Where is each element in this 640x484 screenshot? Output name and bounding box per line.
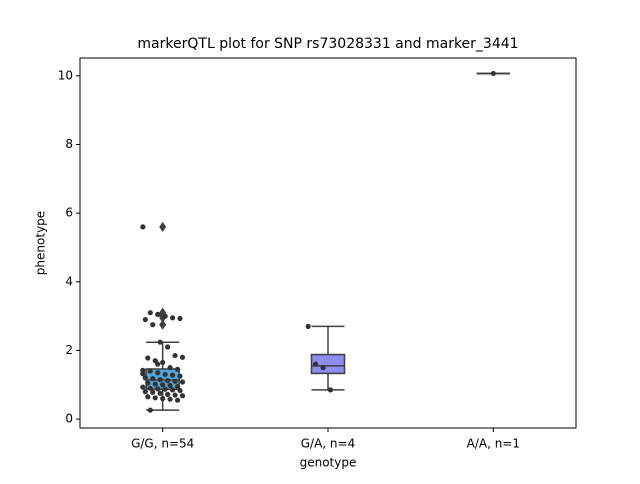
strip-point: [172, 378, 178, 384]
y-tick-label: 6: [65, 206, 73, 220]
chart-title: markerQTL plot for SNP rs73028331 and ma…: [137, 36, 518, 52]
strip-point: [179, 379, 186, 385]
strip-point: [177, 387, 183, 394]
strip-point: [167, 364, 173, 371]
y-tick-label: 2: [65, 343, 73, 357]
y-tick-label: 8: [65, 137, 73, 151]
strip-point: [172, 392, 178, 398]
strip-point: [157, 377, 163, 383]
x-tick-label: A/A, n=1: [467, 437, 520, 451]
strip-point: [313, 361, 319, 367]
strip-point: [145, 394, 151, 400]
strip-point: [327, 387, 334, 393]
strip-point: [169, 387, 176, 393]
strip-point: [145, 355, 151, 361]
strip-point: [142, 375, 148, 381]
strip-point: [150, 375, 156, 382]
box: [310, 353, 346, 375]
strip-point: [320, 364, 326, 371]
strip-point: [157, 339, 163, 345]
strip-point: [147, 368, 153, 374]
strip-point: [160, 359, 166, 366]
strip-point: [140, 224, 146, 230]
x-tick-label: G/A, n=4: [301, 437, 355, 451]
strip-point: [174, 366, 181, 372]
strip-point: [162, 371, 168, 378]
strip-point: [162, 313, 168, 319]
strip-point: [160, 382, 166, 388]
strip-point: [155, 311, 161, 317]
y-tick-label: 0: [65, 412, 73, 426]
y-tick-label: 10: [58, 68, 73, 82]
strip-point: [147, 385, 153, 391]
strip-point: [165, 378, 171, 384]
strip-point: [155, 370, 161, 376]
strip-point: [167, 396, 173, 402]
strip-point: [147, 407, 153, 413]
strip-point: [155, 361, 161, 367]
strip-point: [145, 380, 151, 386]
y-axis-label: phenotype: [34, 211, 48, 275]
x-axis-label: genotype: [300, 456, 357, 470]
flier: [159, 319, 167, 330]
strip-point: [150, 322, 156, 328]
strip-point: [179, 393, 186, 399]
strip-point: [177, 315, 183, 322]
strip-point: [490, 70, 496, 77]
strip-point: [169, 315, 176, 321]
strip-point: [155, 386, 161, 392]
strip-point: [177, 373, 183, 379]
strip-point: [140, 384, 146, 390]
y-tick-label: 4: [65, 274, 73, 288]
strip-point: [160, 395, 166, 402]
strip-point: [167, 382, 173, 389]
strip-point: [305, 323, 311, 330]
strip-point: [165, 391, 171, 397]
strip-point: [152, 381, 158, 387]
strip-point: [142, 316, 148, 323]
strip-point: [142, 389, 148, 395]
strip-point: [150, 389, 156, 395]
strip-point: [157, 390, 163, 396]
plot-frame: [79, 57, 577, 429]
strip-point: [152, 395, 158, 401]
flier: [159, 221, 167, 232]
strip-point: [147, 310, 153, 316]
strip-point: [174, 397, 181, 403]
x-tick-label: G/G, n=54: [131, 437, 194, 451]
strip-point: [162, 386, 168, 392]
strip-point: [174, 383, 181, 390]
strip-point: [169, 372, 176, 378]
strip-point: [165, 344, 171, 350]
strip-point: [172, 352, 178, 359]
strip-point: [179, 354, 186, 360]
strip-point: [140, 371, 146, 377]
